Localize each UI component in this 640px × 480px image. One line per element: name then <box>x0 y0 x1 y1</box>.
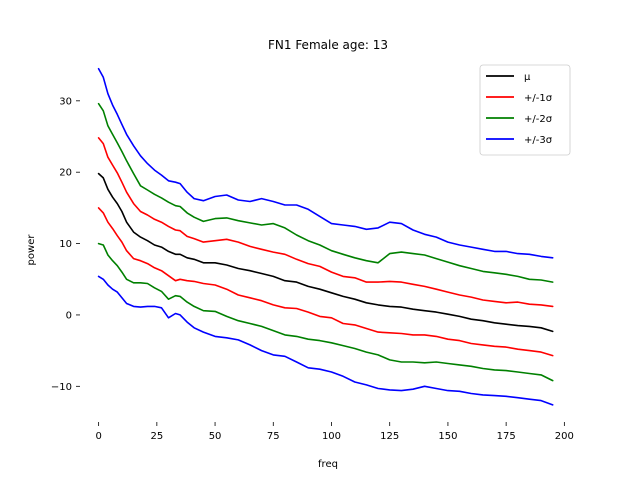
chart-title: FN1 Female age: 13 <box>268 38 388 52</box>
x-tick-label: 25 <box>150 431 163 442</box>
x-tick-label: 0 <box>95 431 101 442</box>
legend-label: +/-3σ <box>524 135 553 146</box>
legend: μ +/-1σ +/-2σ +/-3σ <box>479 64 571 156</box>
y-tick-label: −10 <box>51 382 72 393</box>
series-line-7 <box>97 275 554 406</box>
series-line-3 <box>97 207 554 357</box>
x-tick-label: 75 <box>267 431 280 442</box>
y-tick-label: 20 <box>59 168 72 179</box>
x-tick-label: 175 <box>497 431 516 442</box>
y-tick-label: 30 <box>59 96 72 107</box>
y-tick-label: 10 <box>59 239 72 250</box>
x-tick-label: 50 <box>209 431 222 442</box>
x-tick-label: 100 <box>322 431 341 442</box>
legend-label: +/-2σ <box>524 114 553 125</box>
x-axis-label: freq <box>318 459 338 470</box>
y-axis: −10 0 10 20 30 <box>51 96 80 393</box>
series-line-1 <box>97 172 554 333</box>
plot-area <box>97 67 554 406</box>
x-tick-label: 125 <box>380 431 399 442</box>
y-tick-label: 0 <box>66 310 72 321</box>
x-tick-label: 150 <box>438 431 457 442</box>
series-line-5 <box>97 242 554 382</box>
series-line-2 <box>97 137 554 308</box>
series-line-6 <box>97 67 554 259</box>
legend-label: +/-1σ <box>524 93 553 104</box>
series-line-4 <box>97 102 554 283</box>
x-axis: 0 25 50 75 100 125 150 175 200 <box>95 422 574 442</box>
y-axis-label: power <box>26 234 37 266</box>
x-tick-label: 200 <box>555 431 574 442</box>
legend-box <box>479 64 571 156</box>
legend-label: μ <box>524 72 531 83</box>
